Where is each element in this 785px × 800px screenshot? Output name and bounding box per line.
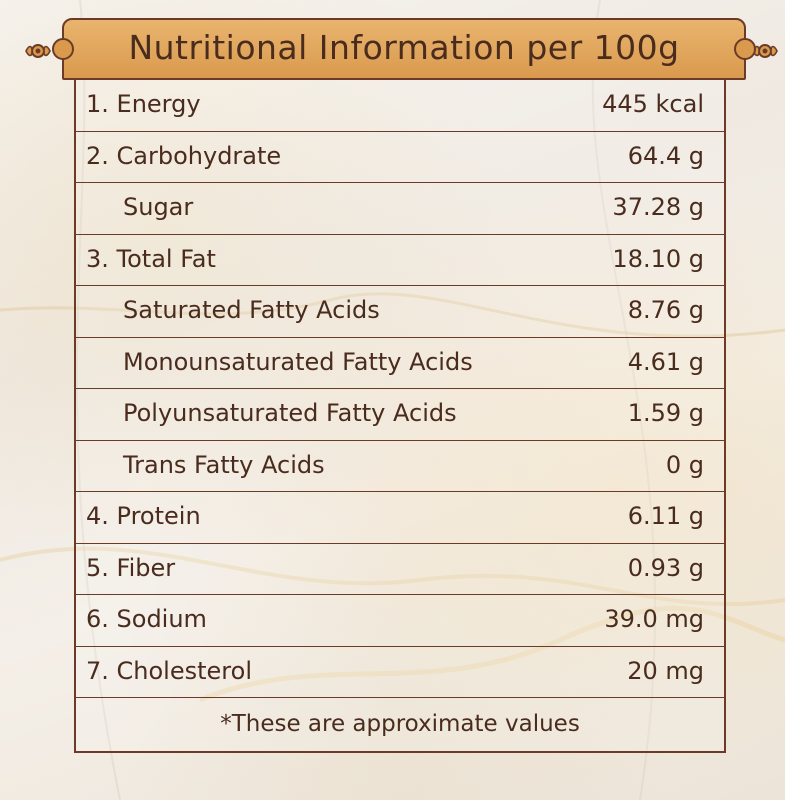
nutrient-label: Saturated Fatty Acids: [123, 296, 380, 324]
table-row: 6. Sodium 39.0 mg: [76, 595, 724, 647]
nutrient-label: 2. Carbohydrate: [86, 141, 282, 170]
table-row: Trans Fatty Acids 0 g: [76, 441, 724, 492]
nutrient-value: 1.59 g: [627, 399, 704, 427]
table-row: 7. Cholesterol 20 mg: [76, 647, 724, 698]
nutrient-value: 0.93 g: [627, 553, 704, 582]
page-title: Nutritional Information per 100g: [128, 28, 680, 67]
nutrient-label: Monounsaturated Fatty Acids: [123, 347, 473, 376]
table-row: 4. Protein 6.11 g: [76, 492, 724, 544]
nutrient-label: 5. Fiber: [86, 553, 176, 582]
nutrient-label: 6. Sodium: [86, 605, 207, 633]
approximate-values-note: *These are approximate values: [220, 711, 580, 737]
title-banner: Nutritional Information per 100g: [52, 18, 756, 80]
nutrient-value: 6.11 g: [627, 502, 704, 530]
nutrient-value: 39.0 mg: [604, 605, 704, 633]
table-row: 2. Carbohydrate 64.4 g: [76, 132, 724, 183]
nutrient-label: Trans Fatty Acids: [123, 450, 325, 479]
nutrient-value: 18.10 g: [612, 244, 704, 273]
table-row: Polyunsaturated Fatty Acids 1.59 g: [76, 389, 724, 441]
table-row: Sugar 37.28 g: [76, 183, 724, 235]
nutrient-value: 0 g: [665, 450, 704, 479]
nutrient-value: 20 mg: [627, 656, 704, 685]
nutrition-table: 1. Energy 445 kcal 2. Carbohydrate 64.4 g Su…: [74, 80, 726, 753]
nutrient-value: 8.76 g: [627, 296, 704, 324]
nutrient-value: 4.61 g: [627, 347, 704, 376]
table-row: 1. Energy 445 kcal: [76, 80, 724, 132]
nutrient-label: Sugar: [123, 193, 194, 221]
nutrient-label: Polyunsaturated Fatty Acids: [123, 399, 457, 427]
table-row: Saturated Fatty Acids 8.76 g: [76, 286, 724, 338]
table-row: 3. Total Fat 18.10 g: [76, 235, 724, 286]
nutrient-label: 1. Energy: [86, 90, 201, 118]
nutrient-value: 37.28 g: [612, 193, 704, 221]
flower-ornament-icon: [25, 44, 51, 58]
table-row: Monounsaturated Fatty Acids 4.61 g: [76, 338, 724, 389]
nutrient-label: 3. Total Fat: [86, 244, 216, 273]
nutrient-value: 64.4 g: [627, 141, 704, 170]
nutrient-label: 7. Cholesterol: [86, 656, 252, 685]
table-row: 5. Fiber 0.93 g: [76, 544, 724, 595]
nutrient-label: 4. Protein: [86, 502, 201, 530]
nutrient-value: 445 kcal: [602, 90, 704, 118]
